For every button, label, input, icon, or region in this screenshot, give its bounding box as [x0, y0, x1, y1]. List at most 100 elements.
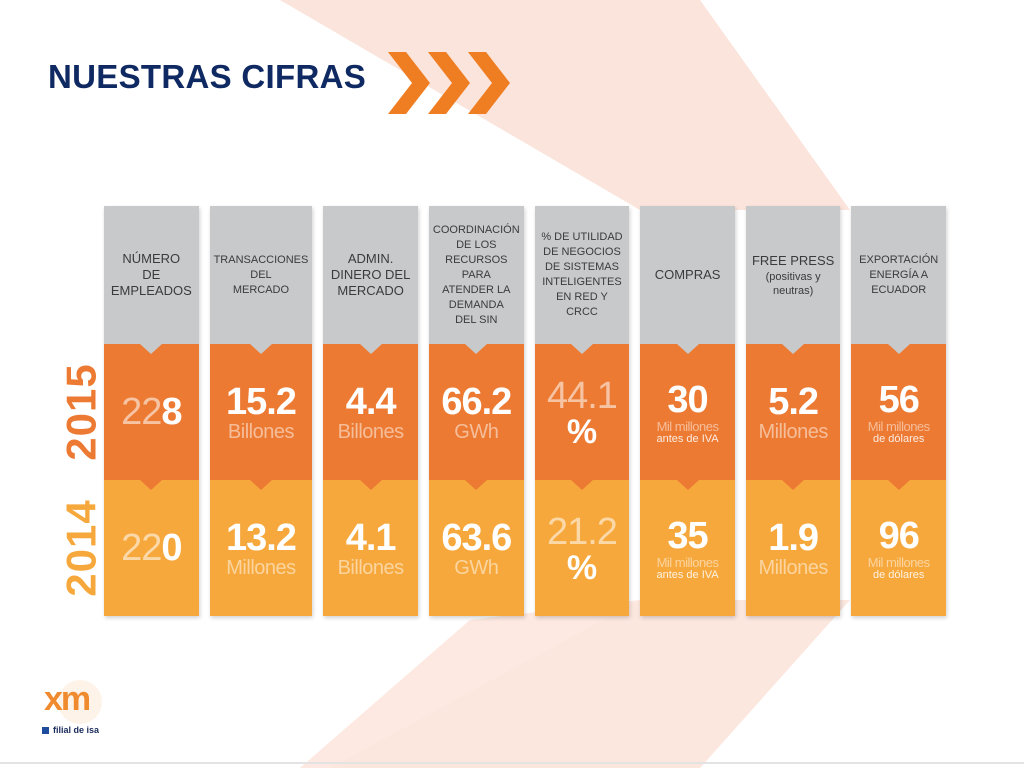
column-header: EXPORTACIÓN ENERGÍA A ECUADOR	[851, 206, 946, 354]
column-admin-money: ADMIN. DINERO DEL MERCADO 4.4 Billones 4…	[323, 206, 418, 616]
header-notch	[887, 344, 910, 354]
unit-detail-2015: de dólares	[873, 432, 925, 445]
unit-2014: Millones	[758, 557, 828, 579]
header-notch	[465, 344, 488, 354]
unit-2014: %	[566, 549, 598, 587]
cell-2014: 1.9 Millones	[745, 480, 841, 616]
cell-notch	[140, 480, 163, 490]
column-header: COMPRAS	[640, 206, 735, 354]
unit-2014: Mil millones	[656, 554, 719, 570]
value-2015: 44.1	[546, 375, 618, 417]
year-label-2014: 2014	[58, 499, 105, 597]
year-label-2015: 2015	[58, 363, 105, 461]
value-2015: 15.2	[225, 381, 297, 423]
cell-2015: 5.2 Millones	[745, 344, 841, 490]
header-label: EXPORTACIÓN ENERGÍA A ECUADOR	[859, 253, 939, 296]
value-2014: 4.1	[345, 517, 397, 559]
column-employees: NÚMERO DE EMPLEADOS 228 220	[104, 206, 199, 616]
value-2015: 228	[121, 391, 182, 433]
value-2014: 35	[667, 514, 708, 557]
unit-2014: GWh	[454, 557, 499, 579]
unit-2014: Millones	[226, 557, 296, 579]
unit-2015: Mil millones	[656, 418, 719, 434]
cell-2014: 220	[104, 480, 199, 616]
unit-2015: Billones	[227, 421, 295, 443]
tagline-text: filial de isa	[53, 725, 100, 735]
logo-mark: xm	[44, 680, 91, 718]
column-energy-export: EXPORTACIÓN ENERGÍA A ECUADOR 56 Mil mil…	[851, 206, 946, 616]
figures-table: NÚMERO DE EMPLEADOS 228 220 TRANSACCIONE…	[104, 206, 946, 616]
column-header: FREE PRESS (positivas y neutras)	[745, 206, 841, 354]
unit-detail-2015: antes de IVA	[656, 432, 719, 445]
value-2015: 4.4	[345, 381, 397, 423]
header-notch	[782, 344, 805, 354]
column-header: TRANSACCIONES DEL MERCADO	[209, 206, 313, 354]
cell-2015: 228	[104, 344, 199, 490]
value-2014: 63.6	[441, 517, 512, 559]
value-2014: 13.2	[225, 517, 297, 559]
header-sublabel: (positivas y neutras)	[765, 271, 821, 297]
unit-2014: Mil millones	[867, 554, 930, 570]
cell-2015: 56 Mil millones de dólares	[851, 344, 946, 490]
cell-notch	[782, 480, 805, 490]
cell-notch	[249, 480, 272, 490]
unit-2015: Millones	[758, 421, 828, 443]
header-label: NÚMERO DE EMPLEADOS	[110, 251, 192, 298]
header-notch	[359, 344, 382, 354]
header-label: % DE UTILIDAD DE NEGOCIOS DE SISTEMAS IN…	[541, 231, 623, 318]
value-2015: 5.2	[768, 381, 819, 423]
column-header: COORDINACIÓN DE LOS RECURSOS PARA ATENDE…	[428, 206, 524, 354]
unit-detail-2014: de dólares	[873, 568, 925, 581]
xm-logo-icon	[58, 680, 102, 724]
cell-2015: 4.4 Billones	[323, 344, 418, 490]
column-coordination: COORDINACIÓN DE LOS RECURSOS PARA ATENDE…	[428, 206, 524, 616]
logo-tagline: filial de isa	[42, 725, 99, 735]
header-notch	[249, 344, 272, 354]
page-title: NUESTRAS CIFRAS	[48, 58, 367, 95]
cell-notch	[465, 480, 488, 490]
value-2014: 220	[121, 527, 182, 569]
header-label: ADMIN. DINERO DEL MERCADO	[330, 251, 411, 298]
cell-2014: 63.6 GWh	[428, 480, 524, 616]
triple-chevron-right-icon	[388, 52, 510, 114]
column-header: ADMIN. DINERO DEL MERCADO	[323, 206, 418, 354]
cell-2014: 35 Mil millones antes de IVA	[640, 480, 735, 616]
value-2014: 21.2	[546, 511, 618, 553]
unit-2015: GWh	[454, 421, 499, 443]
cell-notch	[570, 480, 593, 490]
tagline-square-icon	[42, 726, 49, 734]
unit-2015: Billones	[337, 421, 405, 443]
unit-2014: Billones	[337, 557, 405, 579]
value-2015: 30	[667, 378, 708, 421]
column-header: NÚMERO DE EMPLEADOS	[104, 206, 199, 354]
value-2014: 96	[878, 514, 920, 557]
cell-notch	[887, 480, 910, 490]
column-purchases: COMPRAS 30 Mil millones antes de IVA 35 …	[640, 206, 735, 616]
cell-2014: 4.1 Billones	[323, 480, 418, 616]
header-label: TRANSACCIONES DEL MERCADO	[213, 253, 309, 296]
value-2015: 56	[878, 378, 920, 421]
unit-2015: Mil millones	[867, 418, 930, 434]
value-2014: 1.9	[768, 517, 819, 559]
header-notch	[570, 344, 593, 354]
value-2015: 66.2	[441, 381, 512, 423]
cell-notch	[359, 480, 382, 490]
header-label: FREE PRESS	[751, 253, 835, 268]
header-notch	[140, 344, 163, 354]
cell-2015: 44.1 %	[534, 344, 630, 490]
column-transactions: TRANSACCIONES DEL MERCADO 15.2 Billones …	[209, 206, 313, 616]
header-notch	[676, 344, 699, 354]
footer-divider	[0, 762, 1024, 764]
column-header: % DE UTILIDAD DE NEGOCIOS DE SISTEMAS IN…	[534, 206, 630, 354]
header-label: COMPRAS	[654, 267, 721, 282]
header-label: COORDINACIÓN DE LOS RECURSOS PARA ATENDE…	[432, 223, 520, 326]
cell-2015: 66.2 GWh	[428, 344, 524, 490]
cell-2015: 30 Mil millones antes de IVA	[640, 344, 735, 490]
unit-2015: %	[566, 413, 598, 451]
column-free-press: FREE PRESS (positivas y neutras) 5.2 Mil…	[745, 206, 841, 616]
cell-2014: 96 Mil millones de dólares	[851, 480, 946, 616]
column-utility-percent: % DE UTILIDAD DE NEGOCIOS DE SISTEMAS IN…	[534, 206, 630, 616]
cell-2014: 21.2 %	[534, 480, 630, 616]
cell-2014: 13.2 Millones	[209, 480, 313, 616]
